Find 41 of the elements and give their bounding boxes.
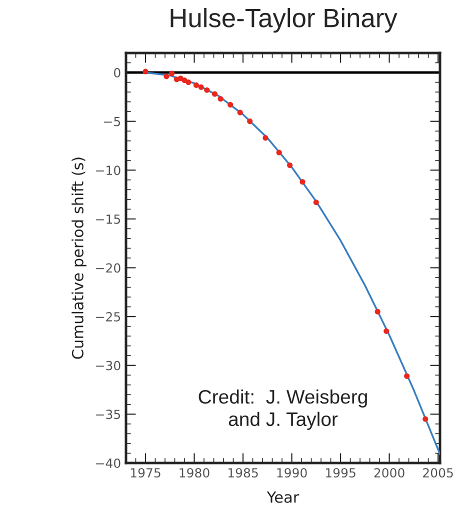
annotation: Credit: J. Weisberg and J. Taylor bbox=[198, 389, 367, 430]
point bbox=[422, 416, 428, 422]
point bbox=[169, 70, 175, 76]
point bbox=[204, 87, 210, 93]
y-tick-label: −5 bbox=[104, 116, 120, 126]
y-tick-label: −40 bbox=[96, 458, 120, 468]
y-axis-title: Cumulative period shift (s) bbox=[72, 158, 86, 359]
point bbox=[276, 150, 282, 156]
x-tick-label: 1975 bbox=[130, 468, 160, 478]
point bbox=[186, 80, 192, 86]
point bbox=[287, 162, 293, 168]
x-tick-label: 2000 bbox=[374, 468, 404, 478]
y-tick-label: 0 bbox=[114, 68, 120, 78]
x-tick-label: 1995 bbox=[326, 468, 356, 478]
point bbox=[384, 328, 390, 334]
point bbox=[313, 200, 319, 206]
point bbox=[218, 96, 224, 102]
y-tick-label: −30 bbox=[96, 360, 120, 370]
x-tick-label: 1980 bbox=[180, 468, 210, 478]
y-tick-label: −10 bbox=[96, 166, 120, 176]
point bbox=[142, 68, 148, 74]
point bbox=[300, 179, 306, 185]
point bbox=[247, 118, 253, 124]
x-axis-title: Year bbox=[266, 492, 300, 503]
point bbox=[198, 84, 204, 90]
point bbox=[262, 135, 268, 141]
point bbox=[374, 308, 380, 314]
y-tick-label: −35 bbox=[96, 410, 120, 420]
point bbox=[237, 110, 243, 116]
y-tick-label: −25 bbox=[96, 312, 120, 322]
point bbox=[164, 74, 170, 80]
point bbox=[212, 91, 218, 97]
point bbox=[404, 373, 410, 379]
x-tick-label: 1990 bbox=[277, 468, 307, 478]
x-tick-label: 2005 bbox=[423, 468, 453, 478]
x-tick-label: 1985 bbox=[228, 468, 258, 478]
chart-title: Hulse-Taylor Binary bbox=[170, 8, 398, 33]
y-tick-label: −20 bbox=[96, 263, 120, 273]
point bbox=[228, 102, 234, 108]
y-tick-label: −15 bbox=[96, 214, 120, 224]
point bbox=[193, 82, 199, 88]
